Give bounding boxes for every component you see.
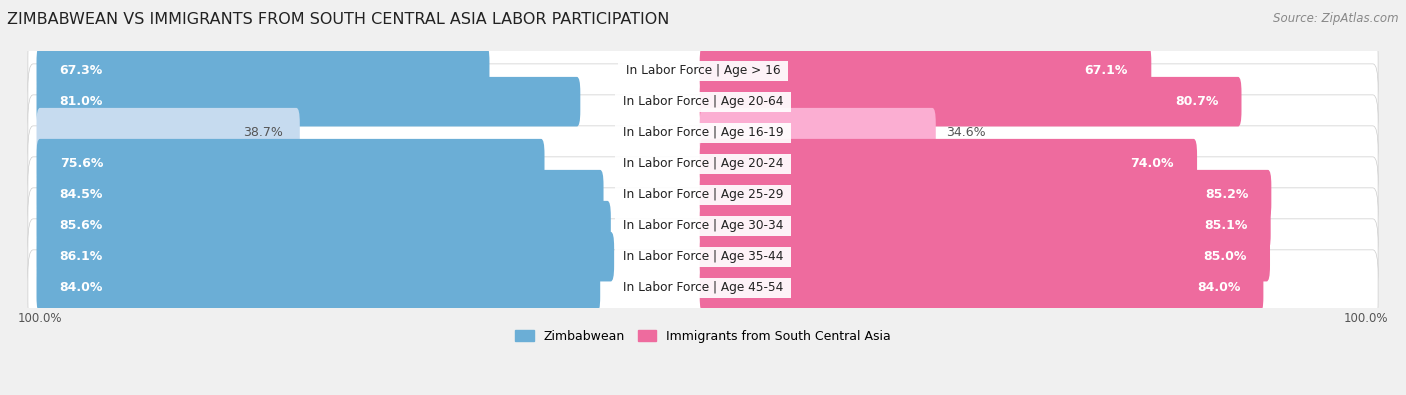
FancyBboxPatch shape xyxy=(700,77,1241,126)
FancyBboxPatch shape xyxy=(700,139,1197,188)
Text: In Labor Force | Age 35-44: In Labor Force | Age 35-44 xyxy=(619,250,787,263)
Text: 67.1%: 67.1% xyxy=(1084,64,1128,77)
Text: 84.0%: 84.0% xyxy=(1197,281,1240,294)
Text: 85.6%: 85.6% xyxy=(59,219,103,232)
FancyBboxPatch shape xyxy=(37,201,610,250)
Text: 81.0%: 81.0% xyxy=(59,95,103,108)
Text: 85.2%: 85.2% xyxy=(1205,188,1249,201)
Text: 75.6%: 75.6% xyxy=(59,157,103,170)
FancyBboxPatch shape xyxy=(28,33,1378,109)
FancyBboxPatch shape xyxy=(700,201,1271,250)
Text: 67.3%: 67.3% xyxy=(59,64,103,77)
FancyBboxPatch shape xyxy=(37,232,614,282)
Text: In Labor Force | Age 30-34: In Labor Force | Age 30-34 xyxy=(619,219,787,232)
Text: 84.0%: 84.0% xyxy=(59,281,103,294)
FancyBboxPatch shape xyxy=(37,170,603,220)
FancyBboxPatch shape xyxy=(37,77,581,126)
FancyBboxPatch shape xyxy=(700,232,1270,282)
FancyBboxPatch shape xyxy=(700,170,1271,220)
Text: 86.1%: 86.1% xyxy=(59,250,103,263)
FancyBboxPatch shape xyxy=(28,95,1378,171)
Text: In Labor Force | Age 20-24: In Labor Force | Age 20-24 xyxy=(619,157,787,170)
Text: 80.7%: 80.7% xyxy=(1175,95,1218,108)
FancyBboxPatch shape xyxy=(28,126,1378,201)
Text: In Labor Force | Age 25-29: In Labor Force | Age 25-29 xyxy=(619,188,787,201)
FancyBboxPatch shape xyxy=(28,219,1378,295)
Text: 85.0%: 85.0% xyxy=(1204,250,1247,263)
FancyBboxPatch shape xyxy=(37,46,489,96)
Text: In Labor Force | Age 20-64: In Labor Force | Age 20-64 xyxy=(619,95,787,108)
Text: In Labor Force | Age 45-54: In Labor Force | Age 45-54 xyxy=(619,281,787,294)
FancyBboxPatch shape xyxy=(28,250,1378,325)
FancyBboxPatch shape xyxy=(700,46,1152,96)
Legend: Zimbabwean, Immigrants from South Central Asia: Zimbabwean, Immigrants from South Centra… xyxy=(510,325,896,348)
Text: In Labor Force | Age 16-19: In Labor Force | Age 16-19 xyxy=(619,126,787,139)
Text: Source: ZipAtlas.com: Source: ZipAtlas.com xyxy=(1274,12,1399,25)
Text: 84.5%: 84.5% xyxy=(59,188,103,201)
FancyBboxPatch shape xyxy=(28,188,1378,263)
Text: 38.7%: 38.7% xyxy=(243,126,283,139)
FancyBboxPatch shape xyxy=(37,263,600,312)
Text: 74.0%: 74.0% xyxy=(1130,157,1174,170)
FancyBboxPatch shape xyxy=(700,108,936,158)
Text: ZIMBABWEAN VS IMMIGRANTS FROM SOUTH CENTRAL ASIA LABOR PARTICIPATION: ZIMBABWEAN VS IMMIGRANTS FROM SOUTH CENT… xyxy=(7,12,669,27)
Text: In Labor Force | Age > 16: In Labor Force | Age > 16 xyxy=(621,64,785,77)
FancyBboxPatch shape xyxy=(28,157,1378,233)
Text: 34.6%: 34.6% xyxy=(946,126,986,139)
FancyBboxPatch shape xyxy=(700,263,1264,312)
FancyBboxPatch shape xyxy=(28,64,1378,139)
FancyBboxPatch shape xyxy=(37,139,544,188)
Text: 85.1%: 85.1% xyxy=(1204,219,1247,232)
FancyBboxPatch shape xyxy=(37,108,299,158)
